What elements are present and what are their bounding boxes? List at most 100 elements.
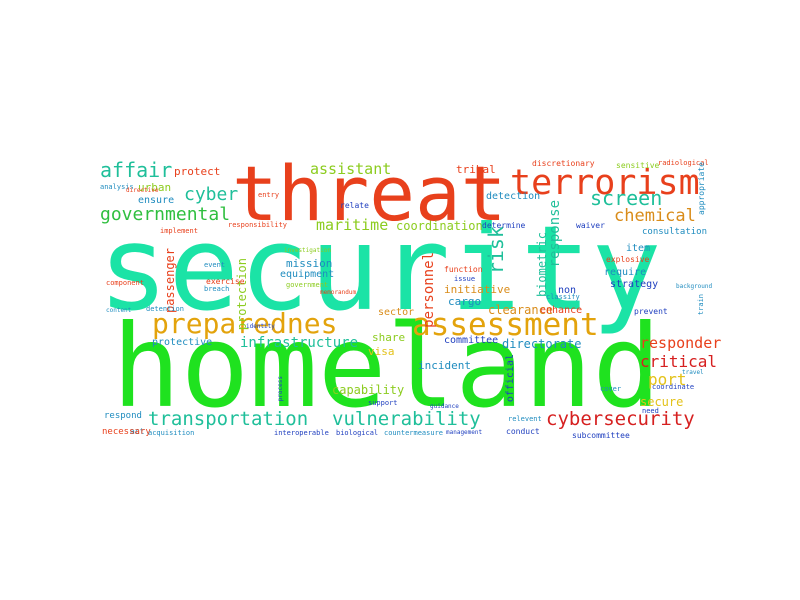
word-biological: biological: [336, 429, 379, 437]
word-identity: identity: [246, 323, 275, 330]
word-infrastructure: infrastructure: [240, 335, 359, 351]
word-personnel: personnel: [421, 252, 437, 328]
word-incident: incident: [418, 359, 471, 372]
word-screen: screen: [590, 186, 663, 210]
word-consultation: consultation: [642, 227, 708, 237]
word-enhance: enhance: [540, 305, 583, 316]
word-assessment: assessment: [412, 307, 599, 343]
word-memorandum: memorandum: [320, 289, 357, 296]
word-item: item: [626, 243, 651, 254]
word-sensitive: sensitive: [616, 161, 660, 170]
word-function: function: [444, 265, 483, 274]
word-urban: urban: [138, 181, 172, 194]
word-classify: classify: [546, 293, 580, 301]
word-guidance: guidance: [430, 403, 459, 410]
word-mission: mission: [286, 257, 333, 270]
word-security: security: [98, 200, 662, 337]
word-exercise: exercise: [206, 277, 245, 286]
word-background: background: [676, 283, 713, 290]
word-visa: visa: [368, 345, 395, 358]
word-protection: protection: [235, 258, 249, 331]
word-detention: detention: [146, 305, 184, 313]
word-subcommittee: subcommittee: [572, 431, 630, 440]
word-issue: issue: [454, 275, 476, 283]
word-content: content: [106, 307, 132, 314]
word-require: require: [604, 267, 647, 278]
word-passenger: passenger: [163, 248, 177, 314]
word-directorate: directorate: [502, 337, 582, 351]
word-chemical: chemical: [614, 206, 696, 226]
word-critical: critical: [640, 352, 718, 371]
word-interoperable: interoperable: [274, 429, 329, 437]
word-coordinate: coordinate: [652, 383, 695, 391]
word-analysis: analysis: [100, 183, 134, 191]
word-coordination: coordination: [396, 219, 483, 233]
word-homeland: homeland: [112, 300, 662, 433]
word-breach: breach: [204, 285, 230, 293]
word-responder: responder: [640, 334, 722, 352]
word-secure: secure: [640, 395, 684, 409]
word-government: government: [286, 281, 329, 289]
word-assistant: assistant: [310, 160, 392, 178]
word-clearance: clearance: [488, 303, 554, 317]
word-governmental: governmental: [100, 204, 231, 225]
word-management: management: [446, 429, 483, 436]
word-directive: directive: [126, 187, 159, 194]
word-support: support: [368, 399, 398, 407]
word-travel: travel: [682, 369, 704, 376]
word-capability: capability: [332, 383, 405, 397]
word-explosive: explosive: [606, 255, 650, 264]
word-initiative: initiative: [444, 283, 511, 296]
word-relevent: relevent: [508, 415, 542, 423]
word-detection: detection: [486, 191, 541, 202]
word-relate: relate: [340, 201, 369, 210]
word-threat: threat: [232, 158, 507, 238]
word-transportation: transportation: [148, 408, 309, 430]
word-countermeasure: countermeasure: [384, 429, 444, 437]
word-non: non: [558, 285, 577, 296]
word-cargo: cargo: [448, 295, 482, 308]
word-process: process: [277, 376, 284, 402]
word-port: port: [648, 370, 687, 389]
word-event: event: [204, 261, 226, 269]
word-radiological: radiological: [658, 159, 709, 167]
word-implement: implement: [160, 227, 198, 235]
word-need: need: [642, 407, 659, 415]
word-tribal: tribal: [456, 163, 496, 176]
word-equipment: equipment: [280, 269, 335, 280]
word-cyber: cyber: [184, 184, 239, 205]
word-response: response: [547, 200, 563, 268]
word-prevent: prevent: [634, 307, 668, 316]
word-necessary: necessary: [102, 427, 151, 437]
word-committee: committee: [444, 335, 499, 346]
word-conduct: conduct: [506, 427, 540, 436]
word-determine: determine: [482, 221, 526, 230]
word-share: share: [372, 331, 406, 344]
word-biometric: biometric: [535, 232, 549, 298]
word-vulnerability: vulnerability: [332, 408, 481, 430]
word-cloud: security homeland threat terrorism prepa…: [96, 158, 722, 444]
word-ensure: ensure: [138, 195, 175, 206]
word-official: official: [505, 354, 516, 403]
word-discretionary: discretionary: [532, 159, 595, 168]
word-risk: risk: [484, 226, 508, 275]
word-train: train: [697, 294, 705, 316]
word-acquisition: acquisition: [148, 429, 195, 437]
word-responsibility: responsibility: [228, 221, 288, 229]
word-component: component: [106, 279, 144, 287]
word-cover: cover: [600, 385, 622, 393]
word-waiver: waiver: [576, 221, 605, 230]
word-protect: protect: [174, 165, 221, 178]
word-sector: sector: [378, 307, 415, 318]
word-protective: protective: [152, 337, 213, 348]
word-act: act: [130, 427, 145, 436]
word-maritime: maritime: [316, 216, 389, 234]
word-cybersecurity: cybersecurity: [546, 408, 695, 430]
word-strategy: strategy: [610, 279, 659, 290]
word-respond: respond: [104, 411, 142, 421]
word-appropriate: appropriate: [697, 162, 706, 215]
word-entry: entry: [258, 191, 280, 199]
word-affair: affair: [100, 158, 173, 182]
word-terrorism: terrorism: [510, 163, 700, 203]
word-investigation: investigation: [284, 247, 331, 254]
